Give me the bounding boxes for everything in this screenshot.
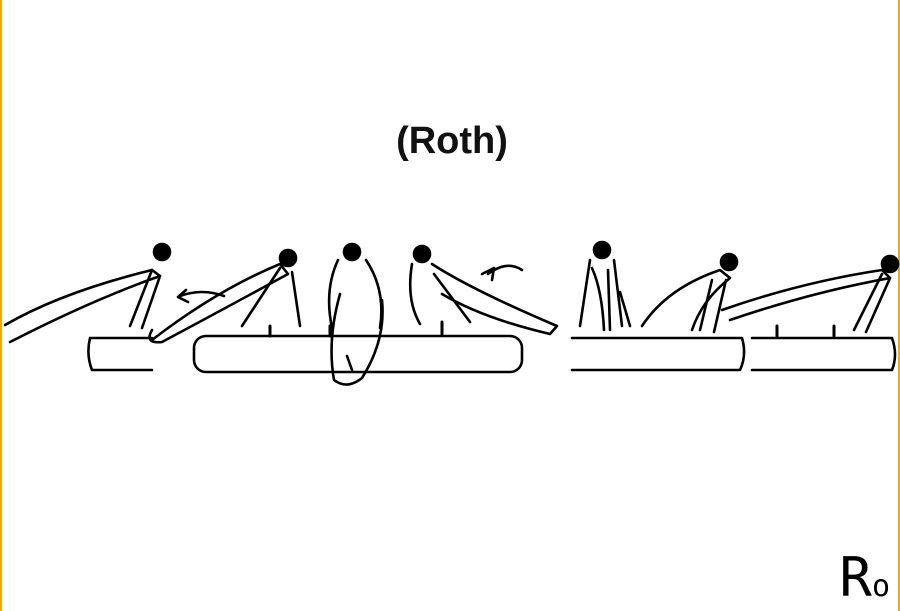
gymnast-figure: [720, 254, 900, 334]
gymnast-figure: [3, 242, 172, 344]
element-code-mark: Ro: [839, 551, 890, 605]
pommel-horse-sequence-illustration: [3, 240, 900, 386]
code-suffix: o: [871, 569, 890, 604]
gymnast-figure: [408, 244, 559, 336]
gymnast-figure: [148, 248, 302, 344]
pommel-horse-segment: [192, 334, 524, 374]
pommels: [268, 320, 836, 338]
gymnast-figure: [640, 252, 739, 334]
gymnast-figure: [327, 242, 384, 386]
code-letter: R: [839, 546, 872, 609]
motion-arrow: [480, 264, 524, 282]
pommel-horse-segment: [750, 336, 897, 372]
pommel-horse-segments: [87, 334, 897, 374]
gymnast-figure: [578, 240, 632, 332]
motion-arrow: [176, 288, 226, 304]
pommel-horse-segment: [87, 336, 154, 372]
pommel-horse-segment: [570, 336, 746, 372]
page-title: (Roth): [396, 120, 508, 162]
